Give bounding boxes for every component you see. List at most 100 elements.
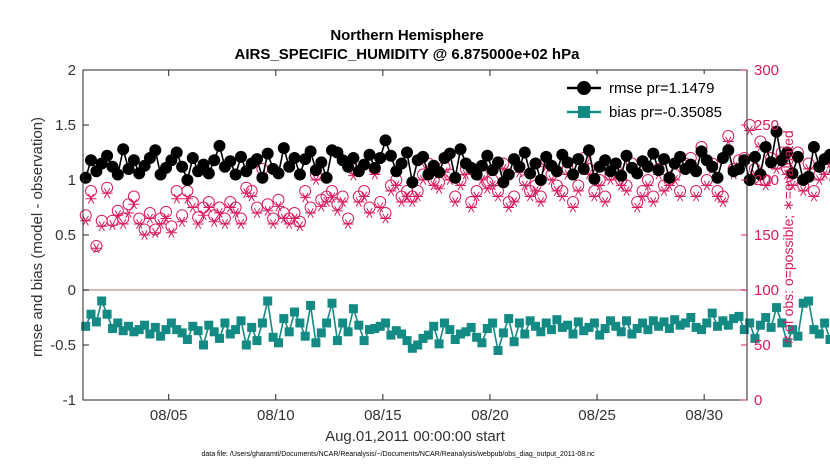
bias-point [108, 324, 117, 333]
bias-point [723, 320, 733, 330]
bias-point [718, 316, 728, 326]
obs-evaluated-point [519, 180, 531, 191]
rmse-point [272, 167, 285, 180]
bias-point [509, 337, 519, 347]
chart-title: Northern Hemisphere [330, 27, 483, 44]
obs-evaluated-point [615, 180, 627, 191]
obs-evaluated-point [310, 174, 322, 186]
bias-point [456, 329, 465, 339]
obs-evaluated-point [149, 227, 161, 238]
bias-point [375, 321, 385, 331]
bias-point [97, 296, 107, 306]
legend-box [562, 74, 743, 124]
bias-point [793, 331, 803, 341]
obs-evaluated-point [198, 210, 209, 221]
bias-point [252, 336, 262, 346]
bias-point [541, 318, 551, 328]
obs-evaluated-point [642, 180, 654, 191]
legend-bias-marker [578, 106, 590, 118]
right-y-tick-label: 150 [754, 227, 779, 244]
rmse-point [588, 172, 601, 185]
x-tick-label: 08/20 [471, 407, 509, 424]
rmse-point [395, 157, 408, 170]
rmse-point [658, 153, 670, 166]
obs-evaluated-point [556, 191, 568, 202]
bias-point [547, 325, 556, 335]
obs-evaluated-point [588, 191, 600, 202]
bias-point [397, 329, 407, 339]
obs-evaluated-point [342, 218, 354, 230]
left-y-axis-label: rmse and bias (model - observation) [29, 117, 46, 357]
bias-point [734, 311, 744, 321]
obs-evaluated-point [813, 174, 825, 186]
obs-possible-point [165, 220, 178, 233]
obs-evaluated-point [471, 191, 483, 202]
bias-point [322, 318, 332, 328]
bias-point [429, 321, 439, 331]
rmse-point [475, 159, 488, 172]
x-tick-label: 08/25 [578, 407, 616, 424]
bias-point [300, 331, 310, 341]
obs-evaluated-point [487, 180, 499, 191]
bias-point [370, 324, 380, 333]
obs-evaluated-point [808, 191, 820, 202]
obs-evaluated-point [567, 202, 579, 213]
rmse-point [406, 176, 419, 189]
bias-point [338, 318, 348, 328]
obs-evaluated-point [219, 218, 231, 230]
bias-point [670, 315, 680, 325]
rmse-point [824, 148, 830, 161]
rmse-point [706, 160, 719, 173]
bias-point [193, 326, 203, 336]
obs-possible-point [176, 209, 189, 222]
bias-point [177, 328, 187, 338]
bias-point [664, 324, 674, 333]
rmse-point [256, 171, 269, 184]
obs-evaluated-point [465, 202, 477, 213]
bias-point [777, 318, 787, 328]
bias-point [231, 325, 241, 335]
obs-evaluated-point [139, 229, 151, 241]
obs-evaluated-point [321, 196, 333, 208]
rmse-point [583, 144, 595, 157]
right-y-tick-label: 100 [754, 282, 779, 299]
rmse-point [288, 152, 301, 164]
x-tick-label: 08/05 [150, 407, 188, 424]
bias-point [134, 325, 144, 335]
bias-point [686, 313, 696, 322]
bias-point [809, 325, 819, 335]
left-y-tick-label: 0 [68, 282, 76, 299]
bias-point [595, 330, 605, 340]
bias-point [498, 328, 508, 338]
bias-point [295, 318, 305, 328]
obs-evaluated-point [128, 199, 140, 210]
bias-point [739, 325, 749, 335]
bias-point [359, 336, 369, 346]
rmse-point [384, 149, 397, 162]
obs-possible-point [160, 205, 172, 218]
rmse-point [711, 171, 724, 184]
rmse-point [652, 164, 665, 177]
bias-point [675, 320, 685, 330]
bias-point [707, 308, 717, 318]
bias-point [782, 338, 792, 348]
obs-evaluated-point [385, 185, 397, 197]
bias-point [761, 313, 771, 322]
obs-possible-point [85, 185, 97, 197]
obs-evaluated-point [305, 207, 317, 219]
rmse-point [550, 165, 563, 178]
bias-point [755, 320, 765, 330]
bias-point [450, 335, 460, 344]
rmse-point [502, 168, 515, 181]
rmse-point [599, 154, 612, 167]
bias-point [172, 325, 182, 335]
bias-point [209, 327, 219, 337]
rmse-point [422, 168, 435, 181]
obs-evaluated-point [406, 196, 418, 208]
bias-point [804, 296, 814, 306]
obs-evaluated-point [160, 213, 172, 224]
left-y-tick-label: 1.5 [55, 117, 76, 134]
obs-evaluated-point [412, 191, 424, 202]
bias-point [589, 318, 599, 328]
bias-point [86, 309, 96, 319]
